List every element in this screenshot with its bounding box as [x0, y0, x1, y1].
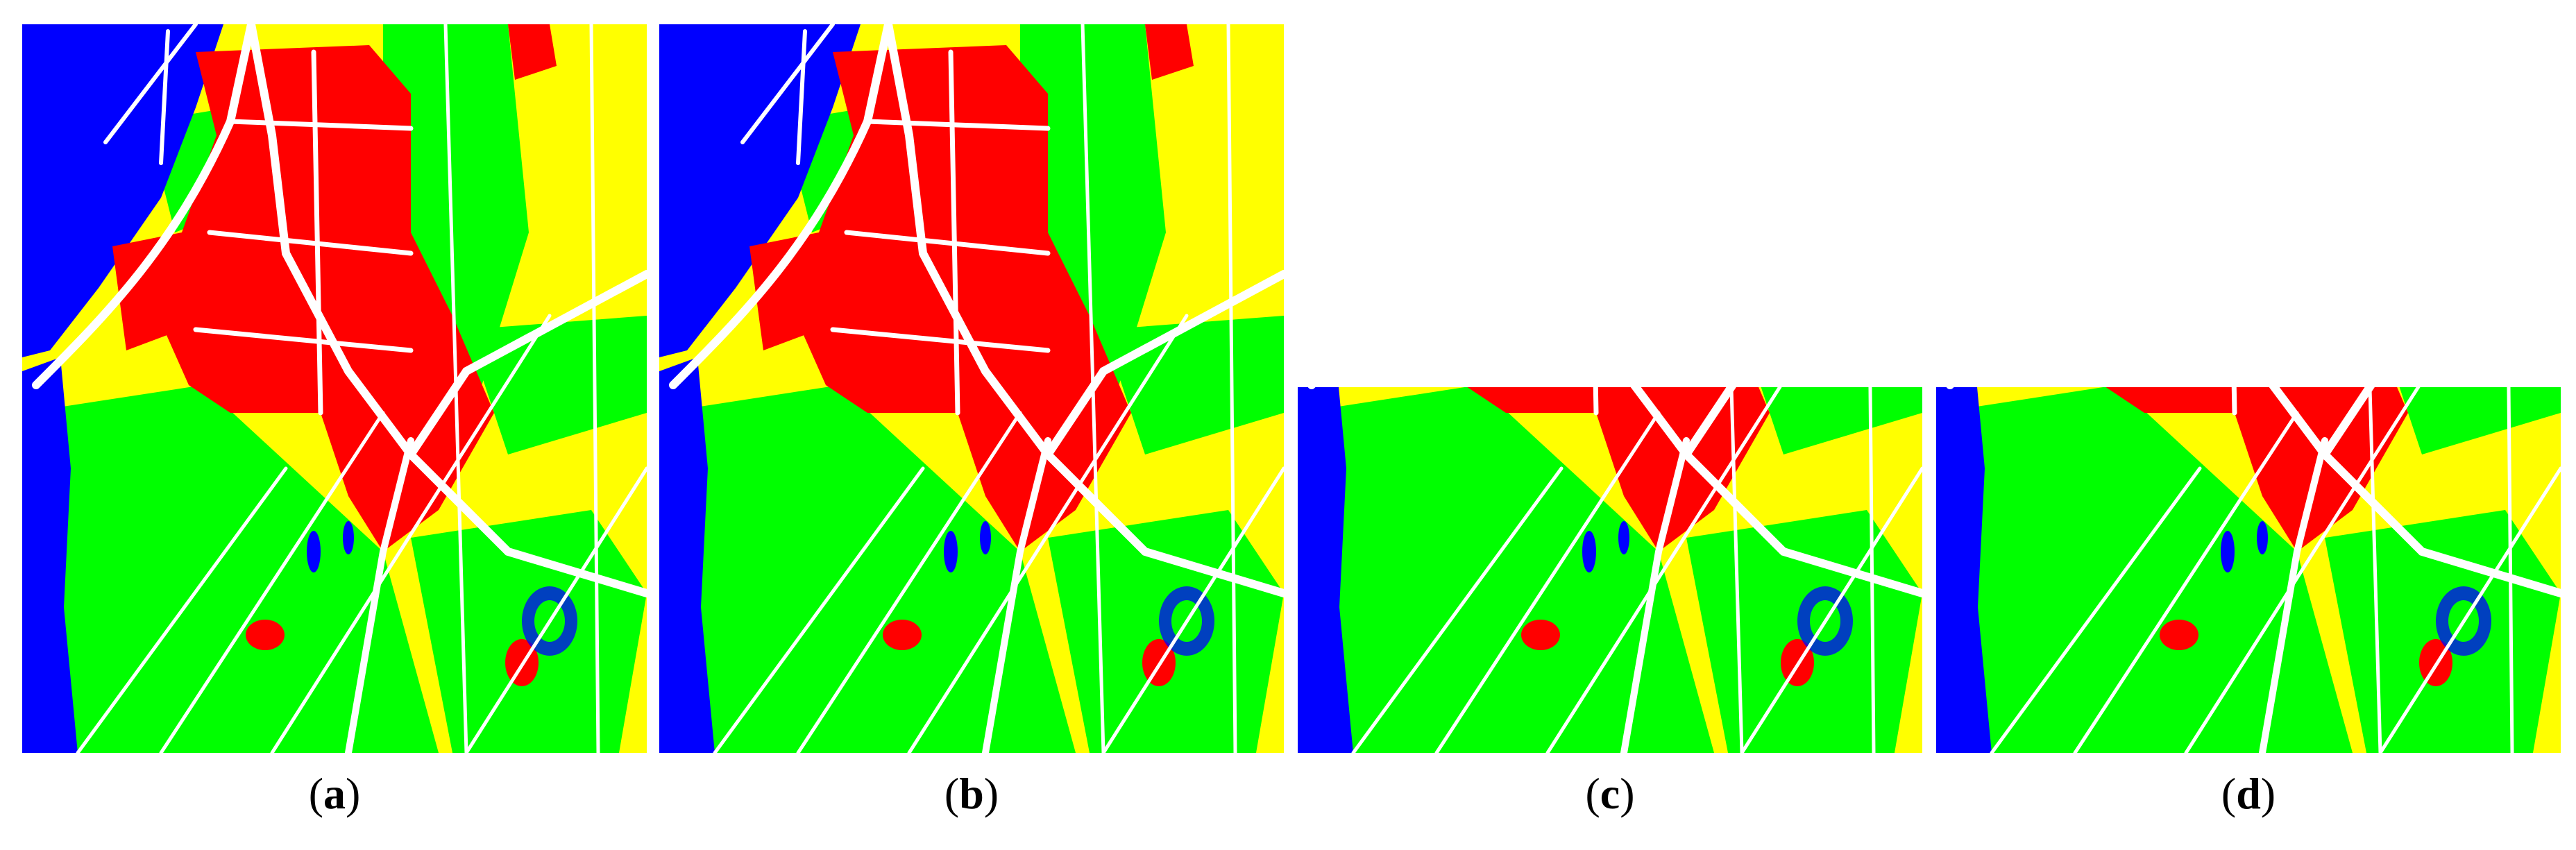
classification-map-d — [1936, 387, 2561, 753]
classification-map-a — [22, 24, 647, 753]
caption-a: (a) — [308, 769, 361, 818]
classification-map-c — [1298, 387, 1922, 753]
caption-b: (b) — [944, 769, 999, 818]
classification-map-b — [659, 24, 1284, 753]
caption-c: (c) — [1585, 769, 1635, 818]
caption-d: (d) — [2221, 769, 2276, 818]
